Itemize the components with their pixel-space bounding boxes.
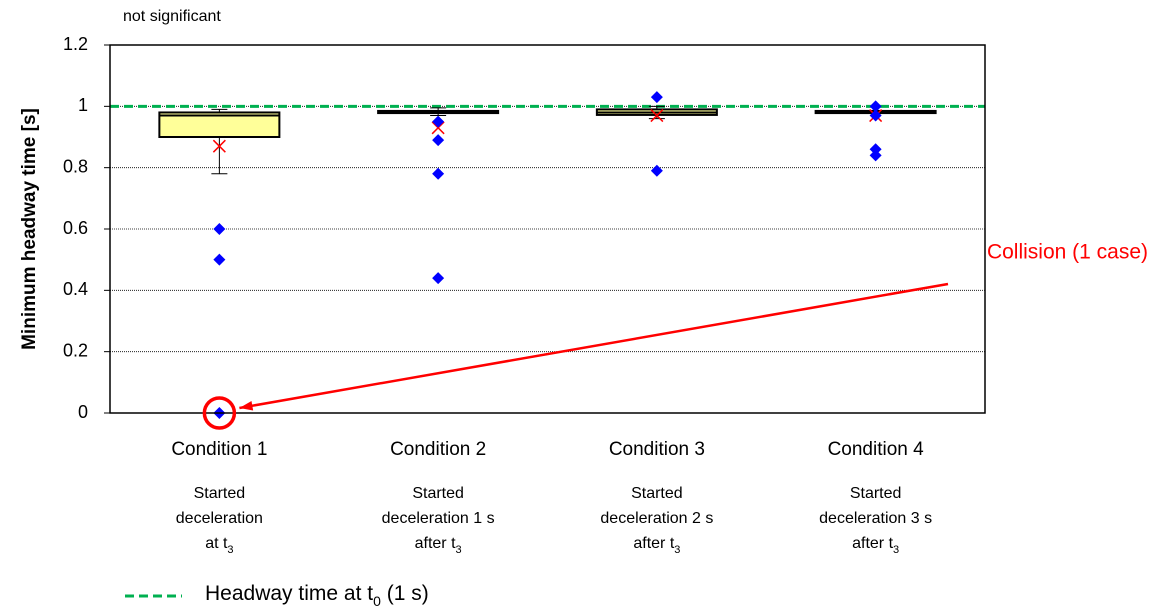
outlier: [432, 167, 445, 180]
description-subscript: 3: [227, 544, 233, 556]
mean-marker: [431, 121, 445, 135]
description-text: after t: [852, 535, 893, 552]
y-tick-label: 1.2: [63, 34, 88, 54]
x-tick-label: Condition 1: [171, 439, 267, 460]
description-subscript: 3: [674, 544, 680, 556]
annotation: not significant: [123, 8, 221, 25]
outlier: [213, 223, 226, 235]
x-tick-label: Condition 4: [828, 439, 925, 460]
description-line: Started: [631, 485, 683, 502]
description-line: after t3: [852, 535, 899, 556]
outlier: [432, 134, 445, 147]
callout-text: Collision (1 case): [987, 241, 1148, 264]
x-tick-label: Condition 3: [609, 439, 705, 460]
description-text: at t: [205, 535, 228, 552]
y-tick-label: 0.6: [63, 218, 88, 238]
description-text: deceleration: [176, 510, 263, 527]
outlier: [650, 164, 663, 177]
y-tick-label: 0.4: [63, 279, 88, 299]
description-text: Started: [850, 485, 902, 502]
y-tick-label: 0: [78, 402, 88, 422]
description-line: after t3: [415, 535, 462, 556]
description-line: deceleration 3 s: [819, 510, 932, 527]
description-text: Started: [631, 485, 683, 502]
outlier: [432, 272, 445, 285]
outlier: [432, 115, 445, 128]
mean-marker: [212, 139, 226, 153]
callout-circle: [202, 396, 237, 430]
outlier: [869, 100, 882, 113]
description-line: Started: [412, 485, 464, 502]
outlier: [869, 109, 882, 122]
description-text: deceleration 3 s: [819, 510, 932, 527]
box: [158, 111, 281, 138]
legend-suffix: (1 s): [381, 582, 429, 605]
legend-text: Headway time at t: [205, 582, 373, 605]
legend-subscript: 0: [373, 593, 381, 608]
description-line: deceleration: [176, 510, 263, 527]
description-line: after t3: [633, 535, 680, 556]
y-axis-title: Minimum headway time [s]: [19, 108, 40, 350]
outlier: [869, 149, 882, 162]
plot-frame: [109, 44, 986, 414]
box-group: [814, 100, 937, 162]
description-text: after t: [633, 535, 674, 552]
box-group: [595, 91, 718, 177]
description-line: deceleration 2 s: [600, 510, 713, 527]
description-line: at t3: [205, 535, 233, 556]
box-group: [377, 107, 500, 285]
description-line: deceleration 1 s: [382, 510, 495, 527]
y-tick-label: 0.8: [63, 156, 88, 176]
description-subscript: 3: [893, 544, 899, 556]
outlier: [869, 143, 882, 156]
outlier: [213, 253, 226, 266]
description-line: Started: [850, 485, 902, 502]
description-text: after t: [415, 535, 456, 552]
mean-marker: [650, 109, 664, 123]
description-subscript: 3: [456, 544, 462, 556]
x-tick-label: Condition 2: [390, 439, 486, 460]
y-tick-label: 0.2: [63, 340, 88, 360]
legend-label: Headway time at t0 (1 s): [205, 582, 429, 608]
y-tick-label: 1: [78, 95, 88, 115]
description-text: Started: [412, 485, 464, 502]
box-group: [158, 108, 281, 419]
description-text: deceleration 2 s: [600, 510, 713, 527]
outlier: [650, 91, 663, 104]
description-line: Started: [194, 485, 246, 502]
description-text: Started: [194, 485, 246, 502]
description-text: deceleration 1 s: [382, 510, 495, 527]
callout-arrowhead: [239, 401, 254, 411]
callout-arrow: [239, 282, 949, 410]
